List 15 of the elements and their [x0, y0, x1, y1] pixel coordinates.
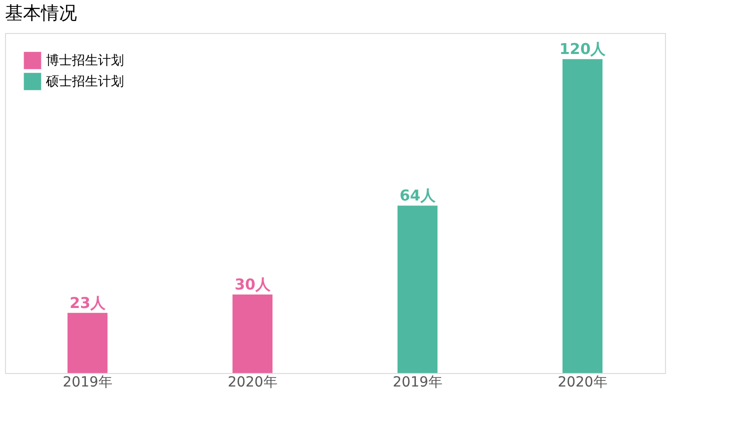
- data-label: 120人: [559, 40, 607, 58]
- bar: [398, 206, 438, 373]
- data-label: 23人: [70, 294, 106, 312]
- x-tick-label: 2019年: [392, 374, 442, 390]
- bar: [232, 294, 272, 373]
- data-label: 30人: [234, 276, 272, 294]
- x-tick-label: 2020年: [228, 374, 278, 390]
- data-label: 64人: [400, 186, 436, 205]
- legend-label: 硕士招生计划: [45, 74, 124, 90]
- legend-label: 博士招生计划: [46, 54, 124, 68]
- x-tick-label: 2019年: [62, 374, 112, 390]
- x-tick-label: 2020年: [558, 374, 608, 390]
- chart-title: 基本情况: [5, 3, 77, 24]
- bar: [562, 59, 602, 373]
- bar: [68, 312, 108, 373]
